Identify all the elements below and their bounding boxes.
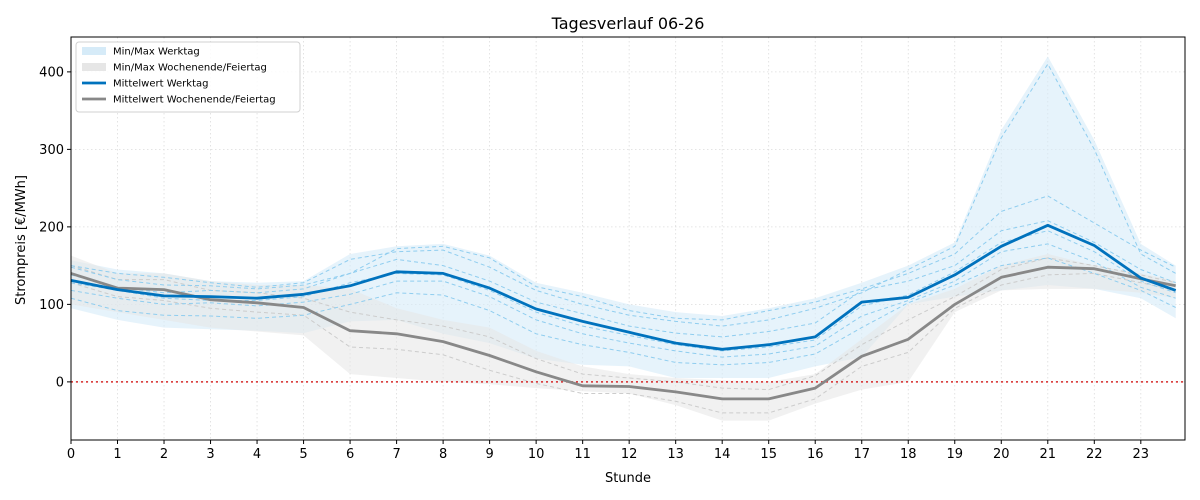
axes-frame <box>70 36 1186 441</box>
x-tick-label: 3 <box>206 447 214 462</box>
x-tick-label: 14 <box>714 447 731 462</box>
x-tick-label: 8 <box>439 447 447 462</box>
plot-area: 0 1 2 3 4 5 6 7 8 9 10 11 12 13 14 15 16 17 18 19 20 21 22 2301… <box>39 36 1186 462</box>
legend-label: Min/Max Wochenende/Feiertag <box>113 63 267 74</box>
daily-curve-weekday <box>70 257 1176 366</box>
x-tick-label: 5 <box>299 447 307 462</box>
x-tick-label: 7 <box>392 447 400 462</box>
y-tick-label: 0 <box>56 375 64 390</box>
x-tick-label: 17 <box>853 447 870 462</box>
x-tick-label: 18 <box>900 447 917 462</box>
daily-curve-weekday <box>70 230 1176 352</box>
band-weekend-minmax <box>71 254 1176 421</box>
y-tick-label: 300 <box>39 143 64 158</box>
x-tick-label: 11 <box>574 447 591 462</box>
x-tick-label: 20 <box>993 447 1010 462</box>
legend-swatch-band <box>82 63 106 71</box>
daily-curve-weekday <box>70 63 1176 327</box>
x-tick-label: 1 <box>113 447 121 462</box>
x-tick-label: 12 <box>621 447 638 462</box>
x-tick-label: 22 <box>1086 447 1103 462</box>
x-tick-label: 19 <box>946 447 963 462</box>
x-tick-label: 21 <box>1040 447 1057 462</box>
legend-label: Min/Max Werktag <box>113 47 200 58</box>
x-tick-label: 23 <box>1133 447 1150 462</box>
x-tick-label: 4 <box>253 447 261 462</box>
daily-curve-weekend <box>70 257 1176 391</box>
daily-curve-weekday <box>70 195 1176 321</box>
line-weekend-mean <box>70 265 1176 401</box>
y-tick-label: 200 <box>39 220 64 235</box>
y-tick-label: 400 <box>39 65 64 80</box>
line-weekday-mean <box>70 223 1177 351</box>
daily-curve-weekend <box>70 272 1176 414</box>
x-tick-label: 16 <box>807 447 824 462</box>
y-axis-title: Strompreis [€/MWh] <box>14 175 29 305</box>
y-tick-label: 100 <box>39 298 64 313</box>
daily-curve-weekday <box>70 220 1176 338</box>
x-tick-label: 9 <box>485 447 493 462</box>
x-tick-label: 15 <box>760 447 777 462</box>
x-tick-label: 10 <box>528 447 545 462</box>
chart-title: Tagesverlauf 06-26 <box>551 14 705 33</box>
x-tick-label: 13 <box>667 447 684 462</box>
x-tick-label: 2 <box>160 447 168 462</box>
x-tick-label: 6 <box>346 447 354 462</box>
legend-swatch-band <box>82 47 106 55</box>
legend-label: Mittelwert Wochenende/Feiertag <box>113 95 276 106</box>
legend: Min/Max Werktag Min/Max Wochenende/Feiert… <box>75 41 301 113</box>
legend-label: Mittelwert Werktag <box>113 79 208 90</box>
x-tick-label: 0 <box>67 447 75 462</box>
legend-box <box>75 41 301 113</box>
x-axis-title: Stunde <box>605 471 651 486</box>
